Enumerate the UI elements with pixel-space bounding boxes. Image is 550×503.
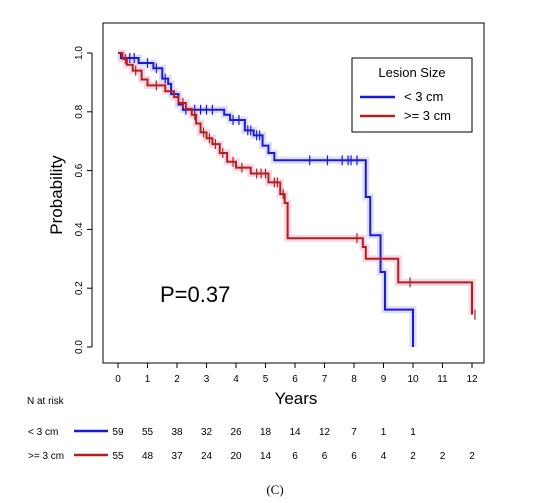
x-tick-label: 9 [381, 374, 387, 385]
x-tick-label: 1 [145, 374, 151, 385]
risk-count: 2 [440, 451, 446, 462]
risk-count: 59 [112, 427, 124, 438]
y-axis: 0.0 0.2 0.4 0.6 0.8 1.0 [74, 46, 93, 354]
figure-caption: (C) [266, 482, 283, 497]
x-tick-label: 7 [322, 374, 328, 385]
x-axis-label: Years [275, 389, 318, 408]
x-tick-label: 0 [115, 374, 121, 385]
legend: Lesion Size < 3 cm >= 3 cm [351, 57, 473, 133]
legend-title: Lesion Size [378, 65, 445, 80]
risk-count: 24 [201, 451, 213, 462]
risk-count: 14 [289, 427, 301, 438]
risk-count: 12 [319, 427, 331, 438]
x-tick-label: 12 [466, 374, 478, 385]
survival-line [118, 52, 414, 347]
legend-label-lt3: < 3 cm [404, 89, 443, 104]
risk-row-label: >= 3 cm [28, 451, 64, 462]
x-axis: 0 1 2 3 4 5 6 7 8 9 10 11 12 [115, 362, 478, 385]
risk-count: 2 [410, 451, 416, 462]
legend-box [351, 57, 473, 133]
risk-count: 2 [469, 451, 475, 462]
risk-count: 37 [171, 451, 183, 462]
risk-count: 18 [260, 427, 272, 438]
risk-table-title: N at risk [27, 396, 65, 407]
y-axis-label: Probability [47, 155, 66, 235]
risk-count: 55 [112, 451, 124, 462]
survival-line [118, 52, 473, 315]
x-tick-label: 10 [407, 374, 419, 385]
y-tick-label: 0.2 [74, 281, 85, 295]
risk-count: 48 [142, 451, 154, 462]
x-tick-label: 5 [263, 374, 269, 385]
y-tick-label: 0.6 [74, 163, 85, 177]
risk-count: 32 [201, 427, 213, 438]
risk-count: 6 [322, 451, 328, 462]
risk-count: 6 [292, 451, 298, 462]
risk-count: 7 [351, 427, 357, 438]
risk-count: 26 [230, 427, 242, 438]
risk-count: 55 [142, 427, 154, 438]
p-value-annotation: P=0.37 [160, 282, 230, 307]
y-tick-label: 0.4 [74, 222, 85, 236]
x-tick-label: 2 [174, 374, 180, 385]
risk-count: 6 [351, 451, 357, 462]
y-tick-label: 0.8 [74, 104, 85, 118]
risk-row-label: < 3 cm [28, 427, 58, 438]
legend-label-ge3: >= 3 cm [404, 108, 451, 123]
risk-count: 20 [230, 451, 242, 462]
x-tick-label: 6 [292, 374, 298, 385]
survival-curves [118, 52, 476, 347]
y-tick-label: 0.0 [74, 340, 85, 354]
series-ge3 [118, 52, 476, 320]
risk-count: 1 [381, 427, 387, 438]
risk-count: 38 [171, 427, 183, 438]
x-tick-label: 4 [233, 374, 239, 385]
risk-count: 4 [381, 451, 387, 462]
risk-count: 14 [260, 451, 272, 462]
x-tick-label: 11 [437, 374, 448, 385]
risk-count: 1 [410, 427, 416, 438]
risk-table: < 3 cm 59 55 38 32 26 18 14 12 7 1 1>= 3 cm 55 48 37 24… [28, 427, 475, 462]
x-tick-label: 8 [351, 374, 357, 385]
y-tick-label: 1.0 [74, 46, 85, 60]
x-tick-label: 3 [204, 374, 210, 385]
